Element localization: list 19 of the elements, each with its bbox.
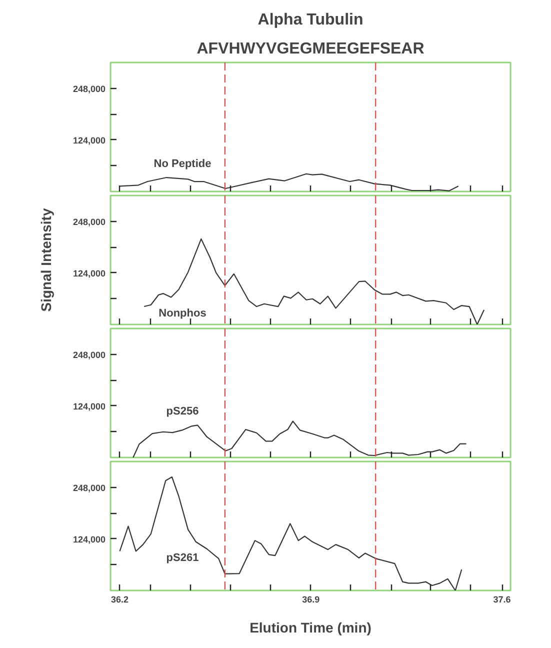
- series-label: pS261: [166, 552, 199, 564]
- y-tick-label: 124,000: [72, 135, 106, 146]
- x-tick-label: 36.9: [302, 594, 320, 604]
- chart-subtitle: AFVHWYVGEGMEEGEFSEAR: [196, 40, 425, 58]
- series-label: No Peptide: [154, 158, 212, 170]
- y-axis-title: Signal Intensity: [38, 208, 54, 312]
- x-tick-label: 36.2: [111, 594, 129, 604]
- y-tick-label: 124,000: [72, 268, 106, 278]
- y-tick-label: 248,000: [72, 482, 106, 493]
- y-tick-label: 248,000: [72, 84, 106, 94]
- y-tick-label: 248,000: [72, 350, 106, 360]
- chart-title: Alpha Tubulin: [258, 12, 364, 28]
- y-tick-label: 124,000: [72, 401, 106, 412]
- x-tick-label: 37.6: [493, 594, 511, 604]
- y-tick-label: 248,000: [72, 216, 106, 227]
- series-label: Nonphos: [158, 308, 206, 320]
- y-tick-label: 124,000: [72, 534, 106, 544]
- series-label: pS256: [166, 405, 199, 418]
- x-axis-title: Elution Time (min): [250, 620, 372, 636]
